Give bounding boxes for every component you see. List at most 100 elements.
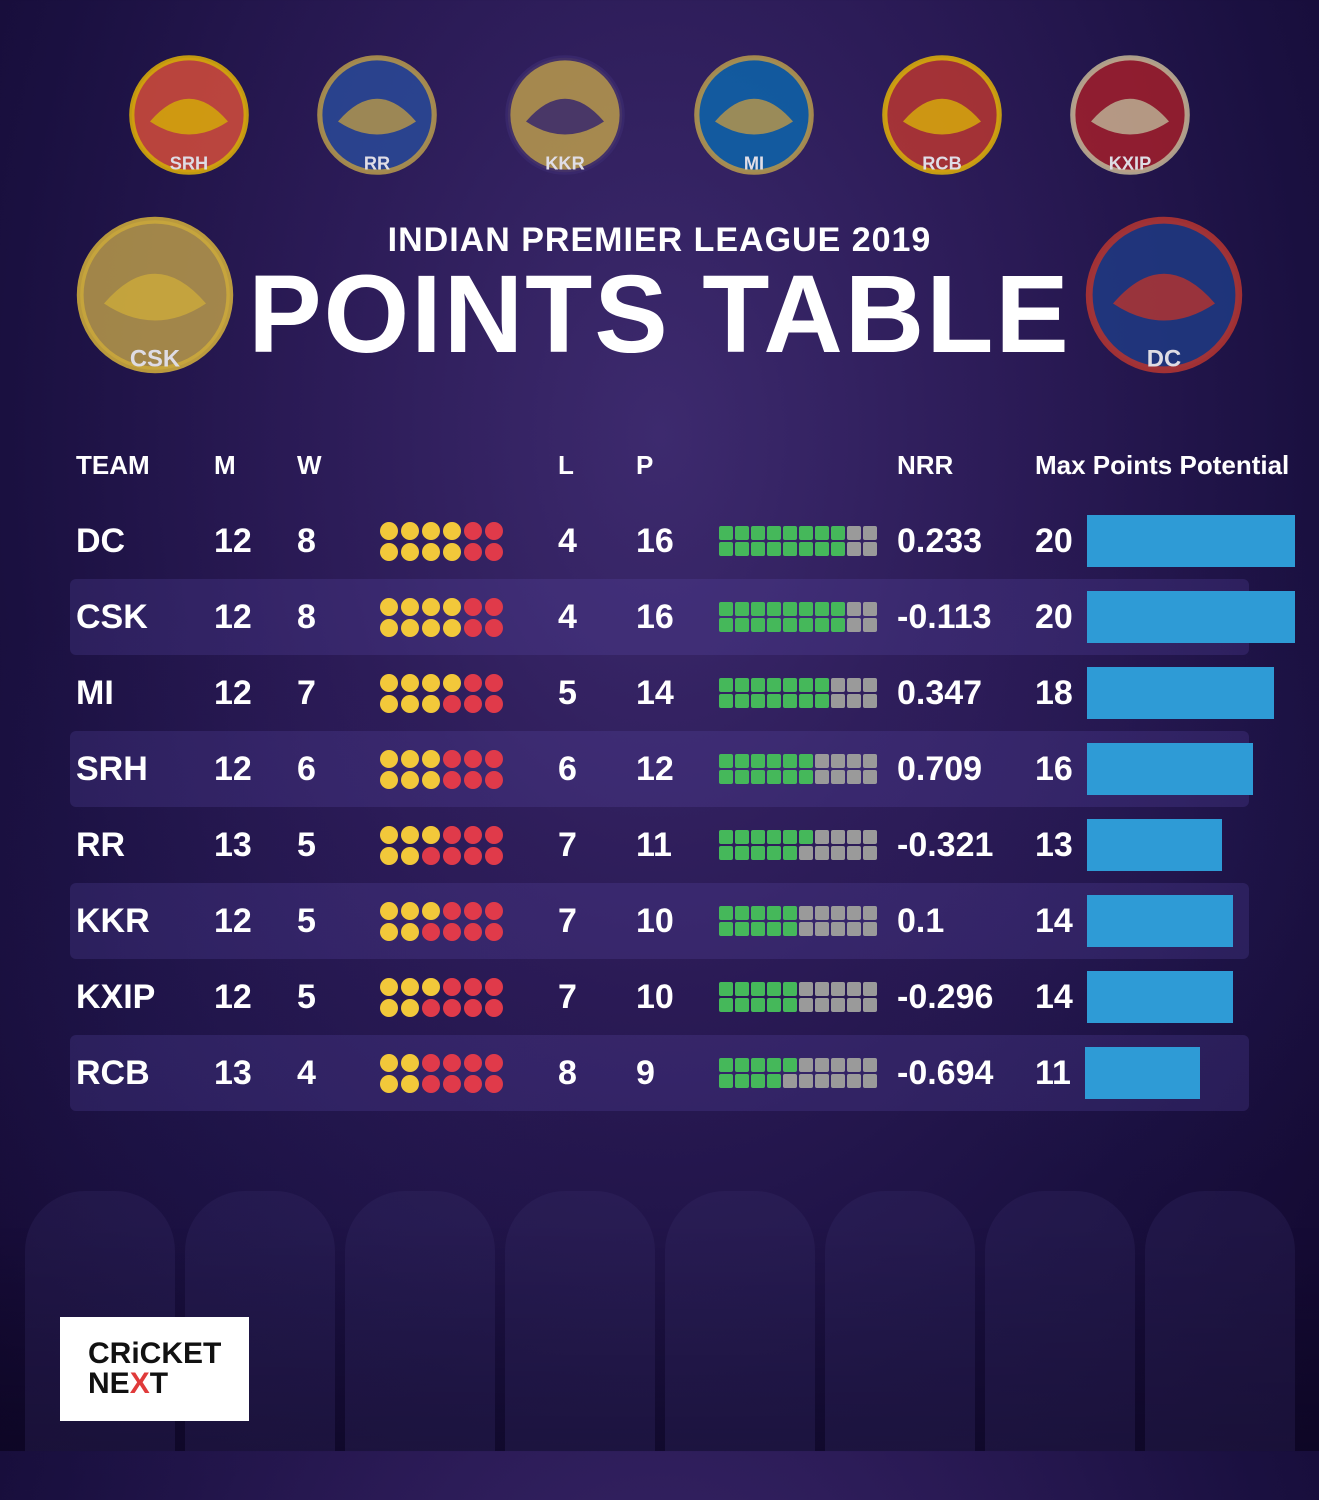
wl-dot-chart (380, 902, 550, 941)
team-name: RR (76, 826, 206, 865)
top-logos-row: SRH RR KKR MI RCB KXIP (0, 0, 1319, 180)
wins: 5 (297, 826, 372, 865)
losses: 4 (558, 598, 628, 637)
svg-text:SRH: SRH (170, 154, 208, 174)
points: 10 (636, 902, 711, 941)
col-nrr: NRR (897, 450, 1027, 481)
col-w: W (297, 450, 372, 481)
points-square-chart (719, 754, 889, 784)
col-team: TEAM (76, 450, 206, 481)
side-logo-left: CSK (70, 210, 240, 380)
max-points-potential: 20 (1035, 591, 1295, 643)
points: 16 (636, 598, 711, 637)
table-row: KXIP 12 5 7 10 -0.296 14 (70, 959, 1249, 1035)
team-name: MI (76, 674, 206, 713)
team-logo-icon: RCB (877, 50, 1007, 180)
losses: 8 (558, 1054, 628, 1093)
matches: 12 (214, 598, 289, 637)
mpp-bar (1087, 819, 1222, 871)
wins: 8 (297, 522, 372, 561)
mpp-bar (1087, 971, 1233, 1023)
footer-accent-icon: X (130, 1367, 150, 1400)
col-mpp: Max Points Potential (1035, 450, 1295, 481)
mpp-bar (1085, 1047, 1201, 1099)
mpp-value: 11 (1035, 1054, 1071, 1093)
max-points-potential: 16 (1035, 743, 1295, 795)
table-row: KKR 12 5 7 10 0.1 14 (70, 883, 1249, 959)
wl-dot-chart (380, 826, 550, 865)
mpp-bar (1087, 591, 1295, 643)
matches: 12 (214, 674, 289, 713)
table-header: TEAM M W L P NRR Max Points Potential (70, 450, 1249, 481)
mpp-bar (1087, 743, 1254, 795)
svg-text:KXIP: KXIP (1109, 154, 1151, 174)
matches: 12 (214, 750, 289, 789)
points-square-chart (719, 1058, 889, 1088)
matches: 13 (214, 826, 289, 865)
mpp-value: 13 (1035, 826, 1073, 865)
mpp-bar (1087, 667, 1274, 719)
wins: 6 (297, 750, 372, 789)
svg-text:KKR: KKR (546, 154, 585, 174)
max-points-potential: 20 (1035, 515, 1295, 567)
team-logo-icon: MI (689, 50, 819, 180)
wins: 5 (297, 902, 372, 941)
footer-line1: CRiCKET (88, 1337, 221, 1370)
team-name: DC (76, 522, 206, 561)
points: 12 (636, 750, 711, 789)
wins: 5 (297, 978, 372, 1017)
table-row: MI 12 7 5 14 0.347 18 (70, 655, 1249, 731)
points-square-chart (719, 830, 889, 860)
main-title: POINTS TABLE (240, 260, 1079, 370)
wl-dot-chart (380, 674, 550, 713)
team-logo-icon: KXIP (1065, 50, 1195, 180)
mpp-bar-track (1087, 819, 1295, 871)
matches: 13 (214, 1054, 289, 1093)
nrr: 0.347 (897, 674, 1027, 713)
nrr: 0.233 (897, 522, 1027, 561)
mpp-value: 16 (1035, 750, 1073, 789)
points-square-chart (719, 678, 889, 708)
team-name: SRH (76, 750, 206, 789)
team-logo-icon: KKR (500, 50, 630, 180)
losses: 4 (558, 522, 628, 561)
mpp-bar-track (1087, 743, 1295, 795)
footer-line2-t: T (150, 1367, 168, 1400)
losses: 7 (558, 978, 628, 1017)
mpp-bar-track (1087, 515, 1295, 567)
wl-dot-chart (380, 522, 550, 561)
losses: 7 (558, 826, 628, 865)
cricketnext-logo: CRiCKET NEXT (60, 1317, 249, 1421)
nrr: 0.709 (897, 750, 1027, 789)
wins: 7 (297, 674, 372, 713)
team-logo-icon: RR (312, 50, 442, 180)
points: 11 (636, 826, 711, 865)
wl-dot-chart (380, 750, 550, 789)
table-row: RCB 13 4 8 9 -0.694 11 (70, 1035, 1249, 1111)
max-points-potential: 13 (1035, 819, 1295, 871)
mpp-bar-track (1087, 591, 1295, 643)
team-name: KXIP (76, 978, 206, 1017)
matches: 12 (214, 522, 289, 561)
max-points-potential: 18 (1035, 667, 1295, 719)
col-m: M (214, 450, 289, 481)
col-p: P (636, 450, 711, 481)
max-points-potential: 14 (1035, 971, 1295, 1023)
matches: 12 (214, 978, 289, 1017)
mpp-bar-track (1087, 667, 1295, 719)
nrr: 0.1 (897, 902, 1027, 941)
nrr: -0.321 (897, 826, 1027, 865)
nrr: -0.113 (897, 598, 1027, 637)
wins: 8 (297, 598, 372, 637)
losses: 6 (558, 750, 628, 789)
nrr: -0.296 (897, 978, 1027, 1017)
mpp-bar-track (1087, 895, 1295, 947)
title-row: CSK INDIAN PREMIER LEAGUE 2019 POINTS TA… (0, 180, 1319, 390)
nrr: -0.694 (897, 1054, 1027, 1093)
losses: 5 (558, 674, 628, 713)
points-square-chart (719, 526, 889, 556)
points-square-chart (719, 602, 889, 632)
table-row: CSK 12 8 4 16 -0.113 20 (70, 579, 1249, 655)
table-row: RR 13 5 7 11 -0.321 13 (70, 807, 1249, 883)
wl-dot-chart (380, 978, 550, 1017)
